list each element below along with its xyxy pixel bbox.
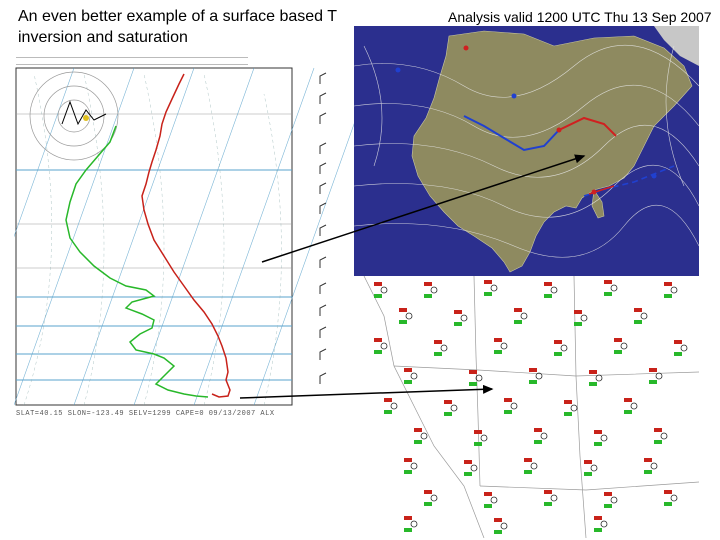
skewt-footer: SLAT=40.15 SLON=-123.49 SELV=1299 CAPE=0…: [16, 410, 275, 418]
station-models: [380, 284, 688, 530]
dewpoint-trace: [65, 125, 209, 398]
temperature-trace: [141, 73, 231, 398]
cold-front: [463, 115, 560, 152]
surface-station-plot: [354, 276, 699, 538]
surface-analysis-map: [354, 26, 699, 276]
hodograph: [29, 71, 119, 161]
warm-front: [558, 116, 617, 137]
slide-title: An even better example of a surface base…: [18, 8, 337, 46]
skewt-header-rows: [16, 57, 248, 65]
skew-t-diagram: [14, 54, 354, 408]
stationary-front: [583, 165, 675, 197]
map-caption: Analysis valid 1200 UTC Thu 13 Sep 2007: [448, 9, 712, 25]
